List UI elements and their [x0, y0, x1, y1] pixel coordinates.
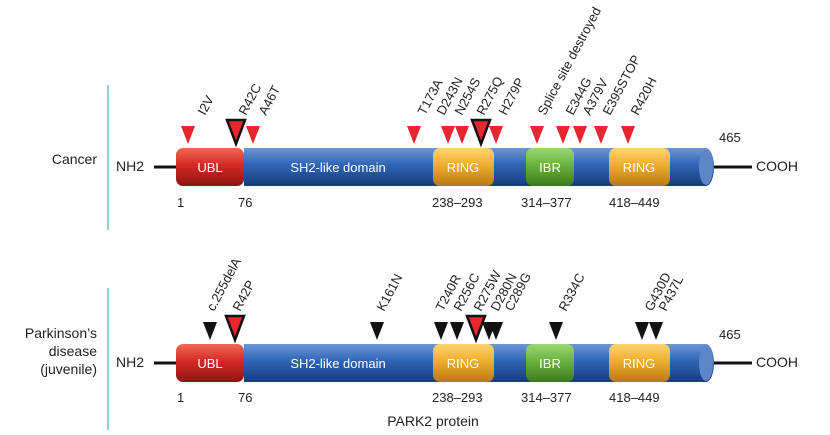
cancer-ibr-label: IBR: [539, 160, 561, 175]
parkinsons-ring1-label: RING: [447, 356, 480, 371]
cancer-mutation-marker: [556, 126, 570, 144]
cancer-protein-bar: UBL SH2-like domain RING IBR RING: [176, 148, 714, 186]
parkinsons-domain-ubl: [176, 344, 244, 382]
cancer-mutation-marker: [246, 126, 260, 144]
cancer-mutation-marker: [594, 126, 608, 144]
parkinsons-protein-bar: UBL SH2-like domain RING IBR RING: [176, 344, 714, 382]
parkinsons-panel: Parkinson’s disease (juvenile) NH2 COOH …: [25, 255, 798, 430]
cancer-ubl-label: UBL: [197, 160, 222, 175]
cancer-mutation-marker: [573, 126, 587, 144]
cancer-mutation-marker: [455, 126, 469, 144]
parkinsons-sh2-label: SH2-like domain: [290, 356, 385, 371]
cancer-label: Cancer: [52, 151, 97, 167]
cancer-panel: Cancer NH2 COOH 465 UBL SH2-like domain …: [52, 4, 798, 230]
cancer-mutation-marker: [489, 126, 503, 144]
cancer-domain-ibr: [526, 148, 574, 186]
protein-caption: PARK2 protein: [387, 413, 479, 429]
cancer-pos-ring1: 238–293: [432, 195, 483, 210]
parkinsons-mutation-marker: [434, 322, 448, 340]
cancer-domain-ring2: [609, 148, 670, 186]
parkinsons-domain-ring2: [609, 344, 670, 382]
parkinsons-mutation-marker: [203, 322, 217, 340]
parkinsons-pos-ring1: 238–293: [432, 390, 483, 405]
parkinsons-mutation-marker: [370, 322, 384, 340]
parkinsons-mutation-label: K161N: [373, 271, 405, 313]
cancer-sh2-label: SH2-like domain: [290, 160, 385, 175]
parkinsons-label-line-2: disease: [49, 343, 97, 359]
parkinsons-length-label: 465: [719, 327, 741, 342]
cancer-mutation-marker: [441, 126, 455, 144]
parkinsons-nterm-label: NH2: [116, 354, 144, 370]
parkinsons-mutation-label: R334C: [555, 271, 587, 314]
cancer-mutation-marker: [621, 126, 635, 144]
parkinsons-ring2-label: RING: [623, 356, 656, 371]
parkinsons-ibr-label: IBR: [539, 356, 561, 371]
cancer-mutation-label: R420H: [627, 75, 659, 118]
cancer-pos-ring2: 418–449: [609, 195, 660, 210]
parkinsons-cterm-label: COOH: [756, 354, 798, 370]
parkinsons-pos-ubl-end: 76: [238, 390, 252, 405]
parkinsons-pos-ibr: 314–377: [521, 390, 572, 405]
parkinsons-mutation-marker: [224, 314, 246, 344]
cancer-cterm-label: COOH: [756, 158, 798, 174]
cancer-pos-ubl-end: 76: [238, 195, 252, 210]
parkinsons-pos-start: 1: [177, 390, 184, 405]
cancer-nterm-label: NH2: [116, 158, 144, 174]
cancer-bar-end-face: [699, 149, 713, 185]
cancer-domain-ring1: [433, 148, 494, 186]
parkinsons-mutation-marker: [549, 322, 563, 340]
cancer-length-label: 465: [719, 130, 741, 145]
parkinsons-label-line-1: Parkinson’s: [25, 325, 97, 341]
cancer-ring2-label: RING: [623, 160, 656, 175]
parkinsons-domain-ibr: [526, 344, 574, 382]
cancer-mutation-marker: [225, 118, 247, 148]
parkinsons-label-line-3: (juvenile): [40, 361, 97, 377]
cancer-domain-ubl: [176, 148, 244, 186]
parkinsons-mutation-marker: [465, 314, 487, 344]
cancer-mutation-marker: [181, 126, 195, 144]
cancer-mutation-marker: [470, 118, 492, 148]
cancer-mutation-marker: [530, 126, 544, 144]
parkinsons-pos-ring2: 418–449: [609, 390, 660, 405]
parkinsons-mutation-marker: [489, 322, 503, 340]
cancer-ring1-label: RING: [447, 160, 480, 175]
cancer-mutation-label: I2V: [194, 93, 217, 118]
parkinsons-bar-end-face: [699, 345, 713, 381]
parkinsons-ubl-label: UBL: [197, 356, 222, 371]
cancer-pos-start: 1: [177, 195, 184, 210]
parkinsons-mutation-label: R42P: [229, 278, 258, 314]
parkinsons-mutation-marker: [450, 322, 464, 340]
parkinsons-domain-ring1: [433, 344, 494, 382]
parkinsons-mutation-marker: [649, 322, 663, 340]
cancer-mutation-marker: [407, 126, 421, 144]
parkinsons-mutation-marker: [635, 322, 649, 340]
cancer-pos-ibr: 314–377: [521, 195, 572, 210]
